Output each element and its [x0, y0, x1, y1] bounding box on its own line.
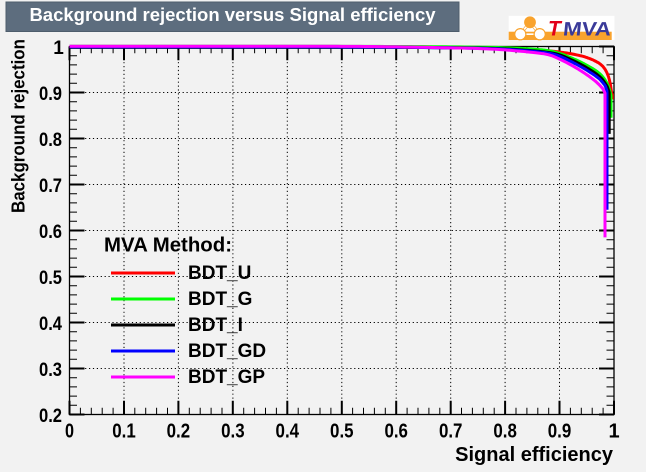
svg-text:Background rejection: Background rejection: [8, 39, 29, 213]
svg-text:0.8: 0.8: [39, 130, 62, 151]
svg-text:0.6: 0.6: [384, 421, 408, 443]
svg-text:Background rejection versus Si: Background rejection versus Signal effic…: [29, 4, 436, 25]
svg-text:BDT_GP: BDT_GP: [188, 367, 265, 388]
svg-text:BDT_G: BDT_G: [188, 289, 252, 310]
svg-text:0.3: 0.3: [39, 360, 62, 381]
svg-text:BDT_I: BDT_I: [188, 315, 243, 336]
svg-text:T: T: [548, 18, 563, 41]
svg-text:0.4: 0.4: [276, 421, 300, 443]
svg-text:0: 0: [65, 421, 74, 443]
svg-text:0.9: 0.9: [39, 84, 62, 105]
svg-text:0.2: 0.2: [167, 421, 191, 443]
svg-text:1: 1: [53, 38, 64, 59]
svg-text:0.5: 0.5: [330, 421, 354, 443]
svg-text:Signal efficiency: Signal efficiency: [455, 444, 614, 466]
svg-text:0.1: 0.1: [112, 421, 136, 443]
svg-text:0.7: 0.7: [39, 176, 62, 197]
svg-text:0.8: 0.8: [493, 421, 517, 443]
svg-text:0.9: 0.9: [548, 421, 572, 443]
svg-text:1: 1: [608, 421, 619, 443]
svg-text:BDT_U: BDT_U: [188, 263, 251, 284]
svg-text:0.4: 0.4: [39, 314, 62, 335]
svg-text:MVA: MVA: [562, 19, 612, 41]
svg-text:0.5: 0.5: [39, 268, 62, 289]
svg-text:MVA Method:: MVA Method:: [104, 235, 232, 257]
svg-text:0.7: 0.7: [439, 421, 463, 443]
svg-text:0.2: 0.2: [39, 406, 62, 427]
svg-text:0.6: 0.6: [39, 222, 62, 243]
svg-text:0.3: 0.3: [221, 421, 245, 443]
svg-text:BDT_GD: BDT_GD: [188, 341, 266, 362]
